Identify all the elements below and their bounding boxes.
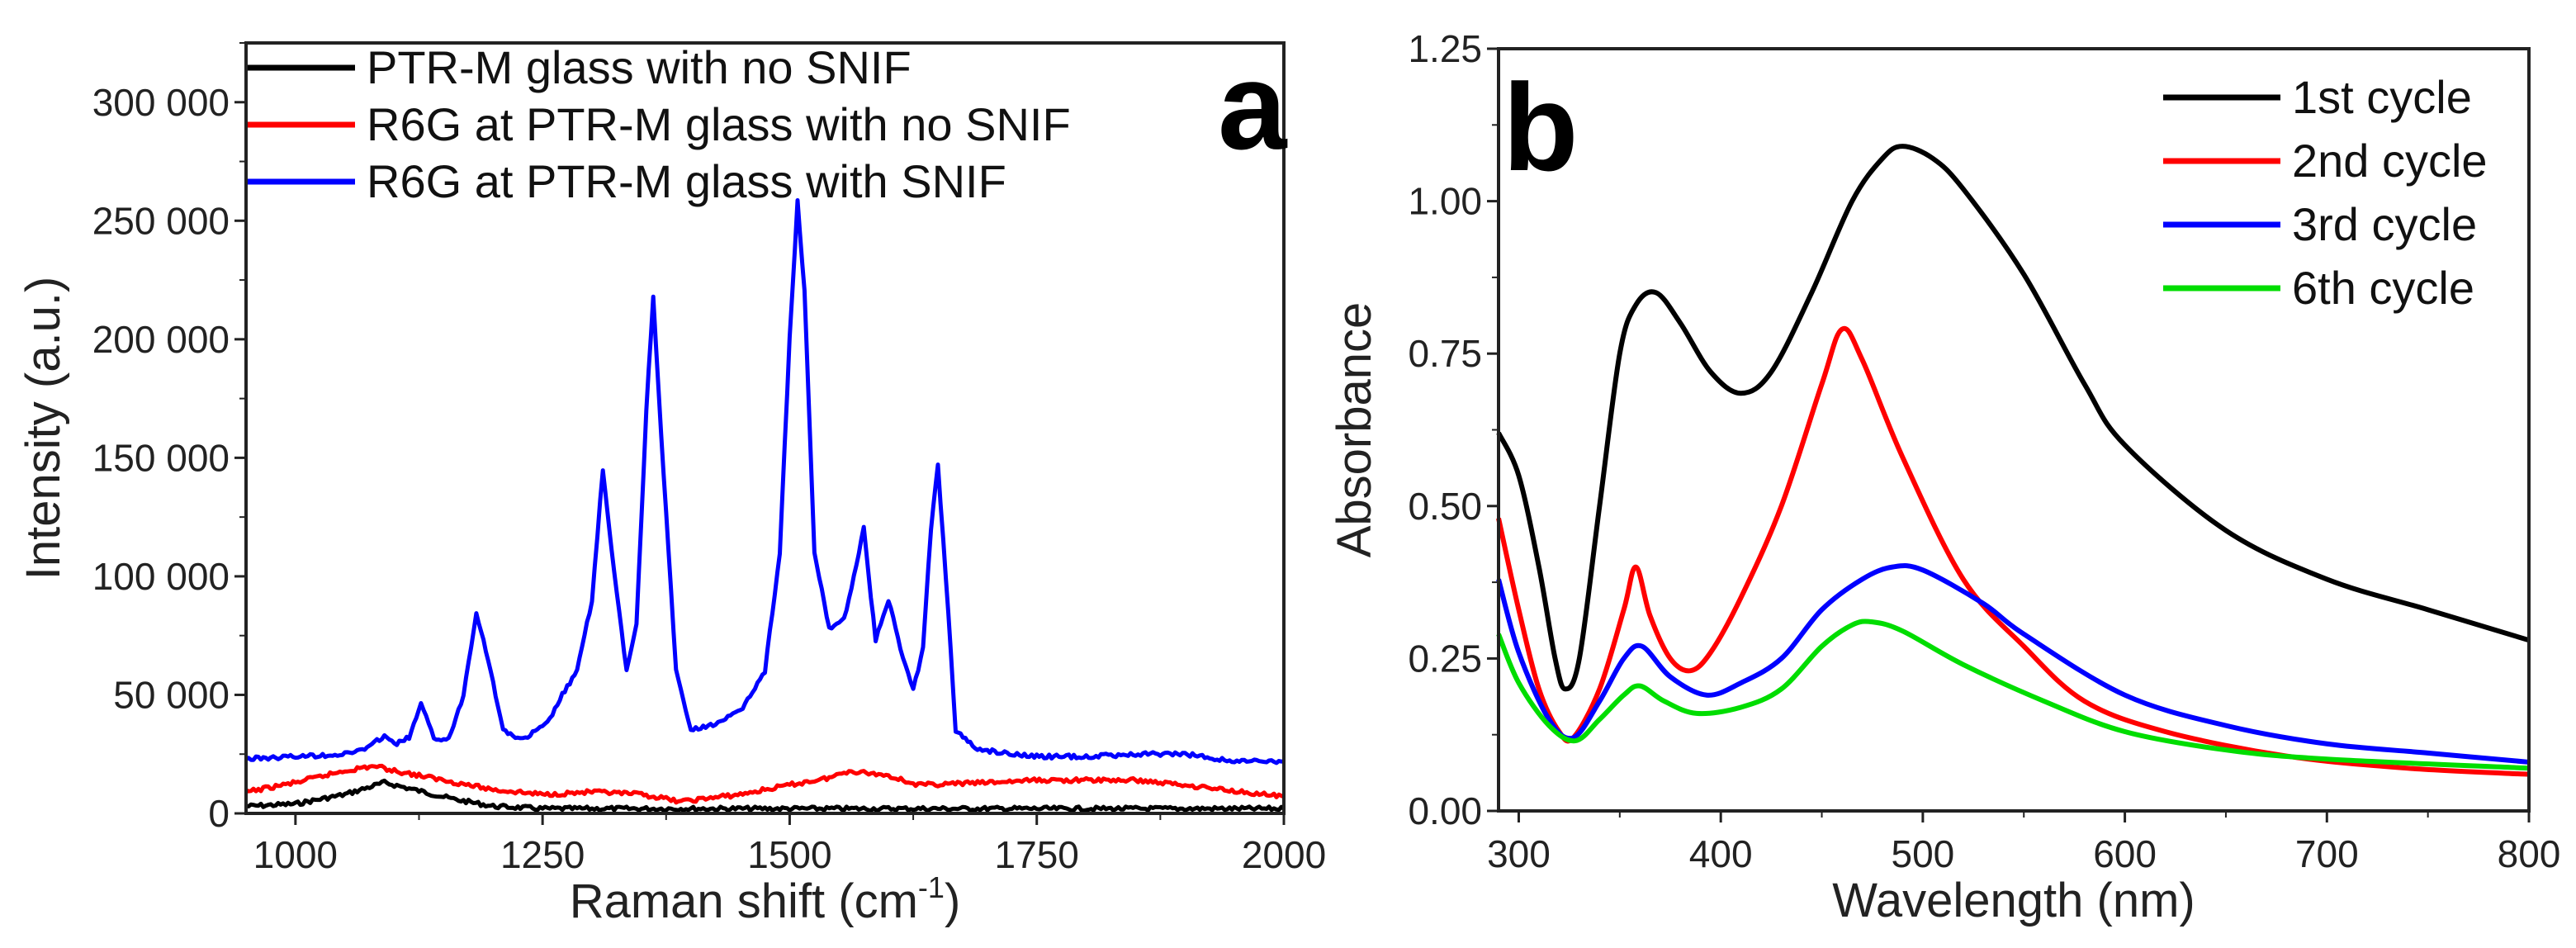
y-tick-label: 50 000 [113, 673, 230, 716]
legend-label-3: 3rd cycle [2292, 198, 2477, 250]
series-line-2 [244, 763, 1285, 805]
x-tick-label: 1500 [747, 833, 831, 876]
y-tick-label: 300 000 [92, 81, 230, 124]
x-axis-title-close: ) [945, 875, 960, 928]
panel-a-raman-chart: 1000 1250 1500 1750 2000 0 50 000 100 000 150 00… [17, 36, 1326, 928]
y-tick-label: 0.50 [1408, 485, 1482, 528]
y-axis-title: Absorbance [1328, 302, 1381, 558]
y-tick-label: 1.00 [1408, 180, 1482, 223]
x-tick-label: 800 [2498, 832, 2561, 875]
x-tick-label: 500 [1892, 832, 1955, 875]
x-axis-title: Wavelength (nm) [1832, 874, 2195, 927]
x-tick-label: 600 [2093, 832, 2157, 875]
y-tick-label: 0.00 [1408, 789, 1482, 832]
x-axis-title-superscript: -1 [918, 870, 945, 904]
x-tick-label: 1000 [253, 833, 338, 876]
x-tick-label: 1250 [500, 833, 585, 876]
legend-label-2: R6G at PTR-M glass with no SNIF [367, 98, 1071, 150]
panel-label: b [1503, 58, 1579, 197]
legend-label-1: 1st cycle [2292, 71, 2472, 123]
plot-frame [244, 41, 1286, 815]
y-tick-label: 150 000 [92, 436, 230, 479]
series-line-2 [1496, 325, 2530, 777]
legend-label-3: R6G at PTR-M glass with SNIF [367, 155, 1006, 207]
series-line-3 [1496, 563, 2530, 765]
panel-label: a [1218, 36, 1288, 175]
legend-label-4: 6th cycle [2292, 262, 2474, 314]
x-axis-title: Raman shift (cm-1) [570, 870, 961, 928]
x-axis-title-text: Raman shift (cm [570, 875, 918, 928]
series-line-1 [245, 778, 1286, 813]
x-tick-label: 400 [1689, 832, 1753, 875]
y-tick-label: 0.75 [1408, 332, 1482, 375]
y-tick-label: 250 000 [92, 199, 230, 242]
x-tick-label: 700 [2295, 832, 2359, 875]
series-line-4 [1496, 619, 2530, 771]
y-tick-label: 1.25 [1408, 27, 1482, 70]
series-line-3 [245, 198, 1285, 766]
y-axis-title: Intensity (a.u.) [17, 277, 70, 580]
x-tick-label: 2000 [1242, 833, 1326, 876]
x-axis-title-text: Wavelength (nm) [1832, 874, 2195, 927]
y-tick-label: 0.25 [1408, 637, 1482, 680]
x-tick-label: 300 [1487, 832, 1551, 875]
series-line-1 [1496, 144, 2530, 692]
panel-b-absorbance-chart: 300 400 500 600 700 800 0.00 0.25 0.50 0.75 1.00 1.… [1328, 27, 2560, 927]
legend-label-2: 2nd cycle [2292, 135, 2488, 187]
legend-label-1: PTR-M glass with no SNIF [367, 41, 912, 93]
y-tick-label: 0 [208, 792, 230, 835]
y-tick-label: 100 000 [92, 555, 230, 598]
y-tick-label: 200 000 [92, 318, 230, 361]
x-tick-label: 1750 [995, 833, 1079, 876]
